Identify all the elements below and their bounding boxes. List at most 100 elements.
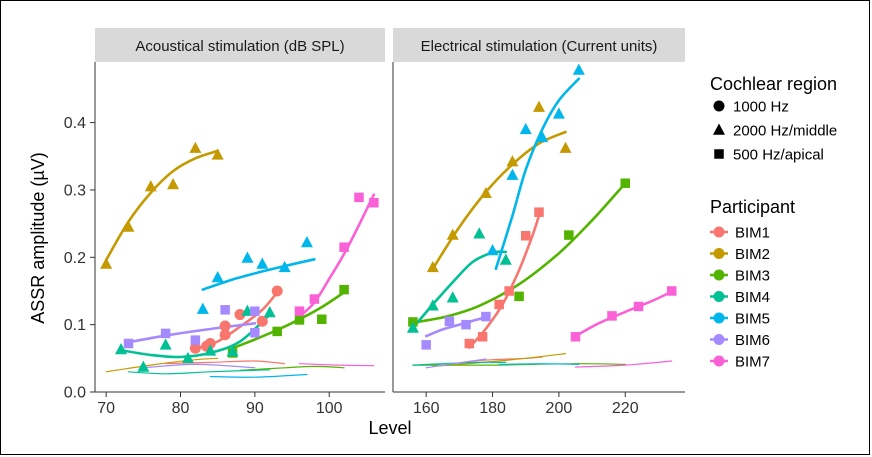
fit-line-bim7 [574, 290, 673, 338]
legend-participant: BIM1 BIM2 BIM3 BIM4 BIM5 BIM6 BIM7 [710, 225, 770, 371]
data-point-bim5 [552, 107, 565, 119]
data-point-bim3 [272, 326, 282, 337]
data-point-bim1 [219, 320, 231, 332]
legend-cochlear-region: 1000 Hz 2000 Hz/middle 500 Hz/apical [713, 99, 837, 164]
legend-square-marker [714, 149, 724, 159]
fit-line-bim4 [119, 313, 271, 359]
data-point-bim7 [570, 332, 581, 342]
data-point-bim2 [506, 155, 519, 167]
data-point-bim7 [339, 242, 349, 252]
data-point-bim5 [486, 244, 499, 256]
data-point-bim6 [481, 311, 491, 322]
legend-dot-bim6 [713, 334, 725, 345]
data-point-bim4 [226, 345, 239, 357]
fit-line-bim6 [424, 315, 488, 338]
data-point-bim2 [144, 180, 157, 192]
baseline-fit-bim7 [298, 363, 375, 367]
data-point-bim7 [607, 311, 617, 321]
data-point-bim3 [564, 230, 574, 240]
data-point-bim4 [473, 227, 486, 239]
y-tick-label: 0.1 [64, 317, 86, 334]
fit-line-bim2 [104, 149, 219, 262]
baseline-fit-bim6 [142, 363, 256, 369]
data-point-bim7 [633, 301, 644, 312]
x-tick-label: 160 [413, 400, 440, 417]
data-point-bim2 [446, 228, 459, 240]
x-tick-label: 220 [612, 400, 639, 417]
y-tick-label: 0.4 [64, 115, 86, 132]
x-axis-title: Level [368, 418, 411, 438]
x-tick-label: 80 [172, 400, 190, 417]
data-point-bim1 [464, 338, 475, 349]
data-point-bim4 [263, 306, 276, 318]
legend-triangle-marker [713, 123, 725, 135]
data-point-bim1 [256, 315, 268, 327]
data-point-bim4 [446, 291, 459, 303]
data-point-bim1 [234, 309, 246, 321]
legend-label: 1000 Hz [733, 99, 789, 116]
baseline-fit-bim7 [574, 360, 673, 368]
data-point-bim2 [189, 141, 202, 153]
fit-line-bim4 [411, 250, 508, 330]
y-tick-label: 0.0 [64, 385, 86, 402]
data-point-bim2 [100, 257, 113, 269]
x-tick-label: 200 [546, 400, 573, 417]
data-point-bim4 [159, 338, 172, 350]
fit-line-bim5 [494, 77, 581, 271]
fit-line-bim2 [431, 130, 567, 271]
data-point-bim5 [536, 130, 549, 143]
legend-label: 2000 Hz/middle [733, 123, 837, 140]
legend-circle-marker [713, 100, 725, 112]
data-point-bim4 [204, 344, 217, 356]
legend-dot-bim7 [713, 355, 725, 367]
legend-label: 500 Hz/apical [733, 147, 824, 164]
data-point-bim1 [494, 299, 504, 310]
legend-dot-bim4 [713, 291, 725, 302]
data-point-bim2 [211, 148, 224, 160]
data-point-bim2 [426, 260, 439, 273]
panel-strip-electrical [393, 28, 685, 62]
data-point-bim4 [426, 299, 439, 311]
data-point-bim1 [477, 332, 488, 342]
data-point-bim4 [499, 253, 512, 265]
data-point-bim6 [421, 340, 431, 350]
data-point-bim1 [189, 342, 201, 354]
legend-dot-bim3 [713, 269, 725, 281]
data-point-bim7 [369, 198, 379, 208]
data-point-bim6 [250, 306, 260, 316]
legend-label-bim2: BIM2 [735, 246, 770, 263]
baseline-fit-bim3 [239, 365, 345, 371]
legend-title-cochlear-region: Cochlear region [710, 74, 837, 94]
data-point-bim2 [167, 178, 180, 190]
data-point-bim3 [339, 284, 349, 295]
data-point-bim6 [461, 319, 471, 330]
data-point-bim4 [115, 343, 128, 355]
data-point-bim1 [504, 286, 514, 296]
data-point-bim4 [181, 351, 194, 364]
panel-title-acoustical: Acoustical stimulation (dB SPL) [135, 38, 344, 55]
data-point-bim6 [160, 328, 171, 339]
panels: 70 80 90 100 0.0 0.1 0.2 0.3 0.4 160 180 200 220 [64, 62, 685, 417]
data-point-bim6 [190, 335, 201, 345]
data-point-bim5 [241, 251, 254, 263]
y-tick-label: 0.2 [64, 250, 86, 267]
data-point-bim4 [137, 360, 150, 372]
data-point-bim6 [220, 305, 230, 315]
legend-dot-bim5 [713, 312, 725, 324]
data-point-bim5 [278, 260, 291, 273]
data-point-bim1 [520, 231, 531, 241]
legend-label-bim3: BIM3 [735, 268, 770, 285]
legend-title-participant: Participant [710, 197, 795, 217]
data-point-bim5 [519, 122, 532, 135]
data-point-bim7 [309, 294, 320, 304]
fit-line-bim3 [231, 291, 346, 350]
x-tick-label: 100 [316, 400, 343, 417]
data-point-bim5 [300, 235, 313, 248]
legend-label-bim7: BIM7 [735, 354, 770, 371]
panel-strip-acoustical [95, 28, 385, 62]
x-tick-label: 90 [246, 400, 264, 417]
data-point-bim7 [354, 192, 364, 203]
data-point-bim1 [204, 338, 216, 350]
